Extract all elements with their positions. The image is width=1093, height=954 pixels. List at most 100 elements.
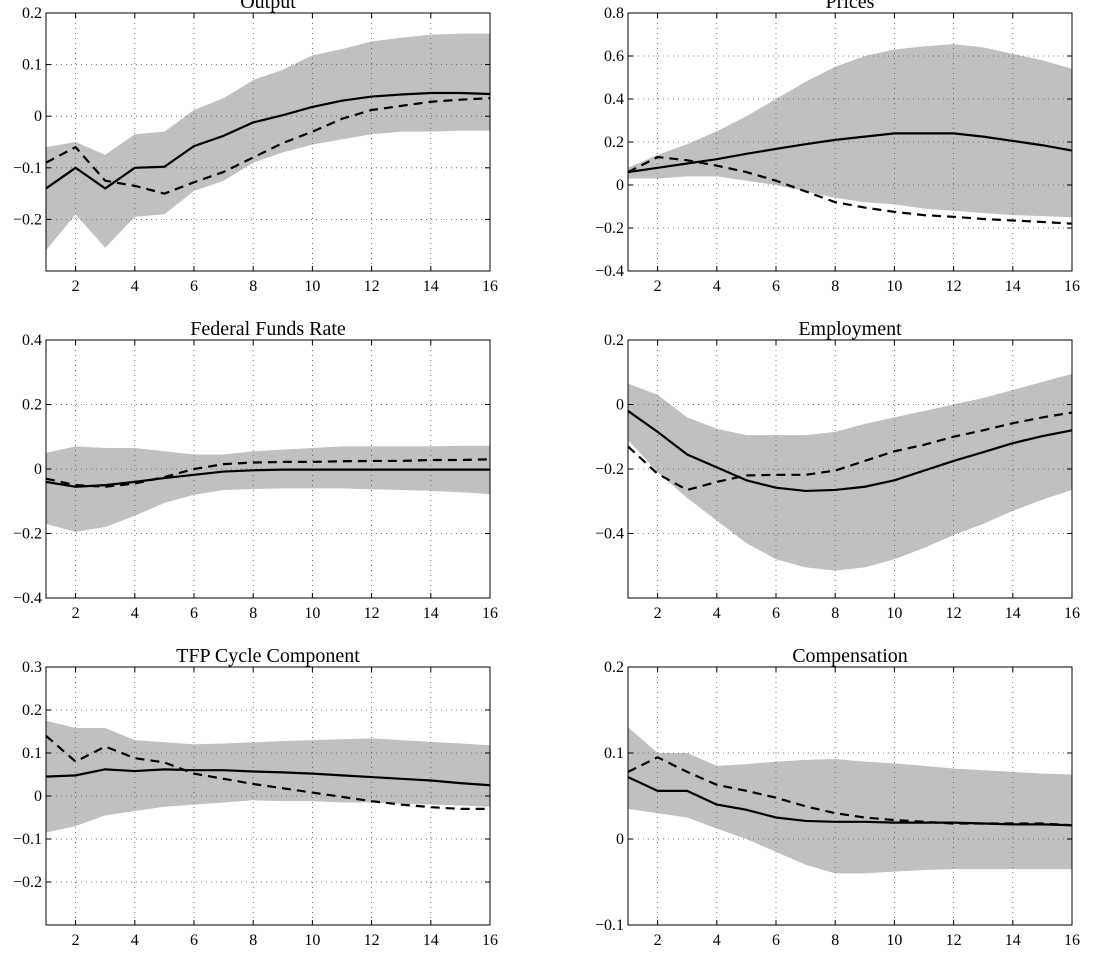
chart-panel-1: 2 4 6 8 10 12 14 16 −0.2 −0.1 0 0.1 0.2 Output <box>13 0 498 295</box>
chart-title: TFP Cycle Component <box>176 645 360 667</box>
chart-title: Compensation <box>792 645 908 667</box>
x-tick-label: 12 <box>946 605 962 622</box>
x-tick-label: 14 <box>1005 278 1021 295</box>
y-tick-label: 0.2 <box>22 397 42 414</box>
y-tick-label: 0 <box>616 397 624 414</box>
confidence-band <box>628 373 1072 571</box>
chart-panel-5: 2 4 6 8 10 12 14 16 −0.2 −0.1 0 0.1 0.2 0.3 TFP Cycle … <box>13 645 498 949</box>
y-tick-label: 0 <box>34 108 42 125</box>
x-tick-label: 8 <box>249 278 257 295</box>
chart-panel-6: 2 4 6 8 10 12 14 16 −0.1 0 0.1 0.2 Compensation <box>595 645 1080 949</box>
y-tick-label: −0.1 <box>13 831 42 848</box>
y-tick-label: −0.4 <box>595 526 624 543</box>
confidence-band <box>46 33 490 251</box>
series-line-solid <box>45 468 490 488</box>
series-line-dashed <box>45 97 491 195</box>
y-tick-label: 0.2 <box>604 332 624 349</box>
y-tick-label: 0.4 <box>22 332 42 349</box>
y-tick-label: −0.2 <box>13 874 42 891</box>
y-tick-label: 0.1 <box>604 745 624 762</box>
chart-title: Employment <box>798 318 902 340</box>
series-line-dashed <box>45 458 491 488</box>
x-tick-label: 4 <box>713 278 721 295</box>
series-line-solid <box>45 768 491 787</box>
x-tick-label: 4 <box>131 932 139 949</box>
confidence-band <box>46 445 490 532</box>
x-tick-label: 16 <box>1064 278 1080 295</box>
y-tick-label: −0.1 <box>595 917 624 934</box>
x-tick-label: 6 <box>190 932 198 949</box>
y-tick-label: −0.2 <box>595 461 624 478</box>
x-tick-label: 4 <box>713 605 721 622</box>
y-tick-label: −0.4 <box>595 263 624 280</box>
x-tick-label: 14 <box>1005 932 1021 949</box>
x-tick-label: 12 <box>364 932 380 949</box>
y-tick-label: 0.8 <box>604 5 624 22</box>
x-tick-label: 6 <box>190 605 198 622</box>
x-tick-label: 12 <box>364 605 380 622</box>
y-tick-label: −0.4 <box>13 590 42 607</box>
series-line-dashed <box>45 734 490 811</box>
x-tick-label: 14 <box>423 932 439 949</box>
x-tick-label: 4 <box>131 605 139 622</box>
x-tick-label: 10 <box>886 605 902 622</box>
x-tick-label: 14 <box>423 278 439 295</box>
x-tick-label: 10 <box>304 932 320 949</box>
x-tick-label: 10 <box>304 605 320 622</box>
chart-title: Prices <box>826 0 875 13</box>
plot-frame <box>627 666 1073 926</box>
x-tick-label: 12 <box>946 932 962 949</box>
x-tick-label: 14 <box>1005 605 1021 622</box>
x-tick-label: 12 <box>946 278 962 295</box>
series-line-dashed <box>627 756 1073 827</box>
x-tick-label: 6 <box>772 605 780 622</box>
confidence-band <box>628 44 1072 218</box>
x-tick-label: 10 <box>886 278 902 295</box>
y-tick-label: −0.2 <box>13 526 42 543</box>
x-tick-label: 12 <box>364 278 380 295</box>
y-tick-label: 0.3 <box>22 659 42 676</box>
x-tick-label: 6 <box>772 932 780 949</box>
y-tick-label: 0 <box>616 177 624 194</box>
chart-panel-2: 2 4 6 8 10 12 14 16 −0.4 −0.2 0 0.2 0.4 0.6 0.8 Prices <box>595 0 1080 295</box>
x-tick-label: 16 <box>1064 932 1080 949</box>
y-tick-label: 0.2 <box>22 5 42 22</box>
x-tick-label: 8 <box>831 932 839 949</box>
y-tick-label: 0 <box>34 461 42 478</box>
x-tick-label: 14 <box>423 605 439 622</box>
series-line-solid <box>627 410 1073 493</box>
x-tick-label: 2 <box>654 605 662 622</box>
x-tick-label: 2 <box>72 278 80 295</box>
confidence-band <box>628 727 1072 874</box>
y-tick-label: −0.2 <box>13 211 42 228</box>
x-tick-label: 8 <box>249 932 257 949</box>
x-tick-label: 16 <box>1064 605 1080 622</box>
x-tick-label: 4 <box>713 932 721 949</box>
x-tick-label: 10 <box>304 278 320 295</box>
y-tick-label: 0.1 <box>22 745 42 762</box>
y-tick-label: −0.2 <box>595 220 624 237</box>
x-tick-label: 2 <box>72 932 80 949</box>
x-tick-label: 6 <box>190 278 198 295</box>
x-tick-label: 6 <box>772 278 780 295</box>
y-tick-label: 0.1 <box>22 57 42 74</box>
y-tick-label: −0.1 <box>13 160 42 177</box>
y-tick-label: 0.2 <box>604 134 624 151</box>
x-tick-label: 2 <box>654 278 662 295</box>
x-tick-label: 10 <box>886 932 902 949</box>
y-tick-label: 0.4 <box>604 91 624 108</box>
x-tick-label: 16 <box>482 932 498 949</box>
chart-title: Output <box>240 0 296 13</box>
x-tick-label: 16 <box>482 278 498 295</box>
plot-frame <box>45 12 491 272</box>
series-line-dashed <box>627 411 1073 492</box>
x-tick-label: 8 <box>831 605 839 622</box>
x-tick-label: 2 <box>654 932 662 949</box>
x-tick-label: 2 <box>72 605 80 622</box>
chart-panel-4: 2 4 6 8 10 12 14 16 −0.4 −0.2 0 0.2 Employment <box>595 318 1080 622</box>
series-line-solid <box>45 91 491 190</box>
x-tick-label: 4 <box>131 278 139 295</box>
series-line-solid <box>627 132 1073 174</box>
y-tick-label: 0.2 <box>22 702 42 719</box>
